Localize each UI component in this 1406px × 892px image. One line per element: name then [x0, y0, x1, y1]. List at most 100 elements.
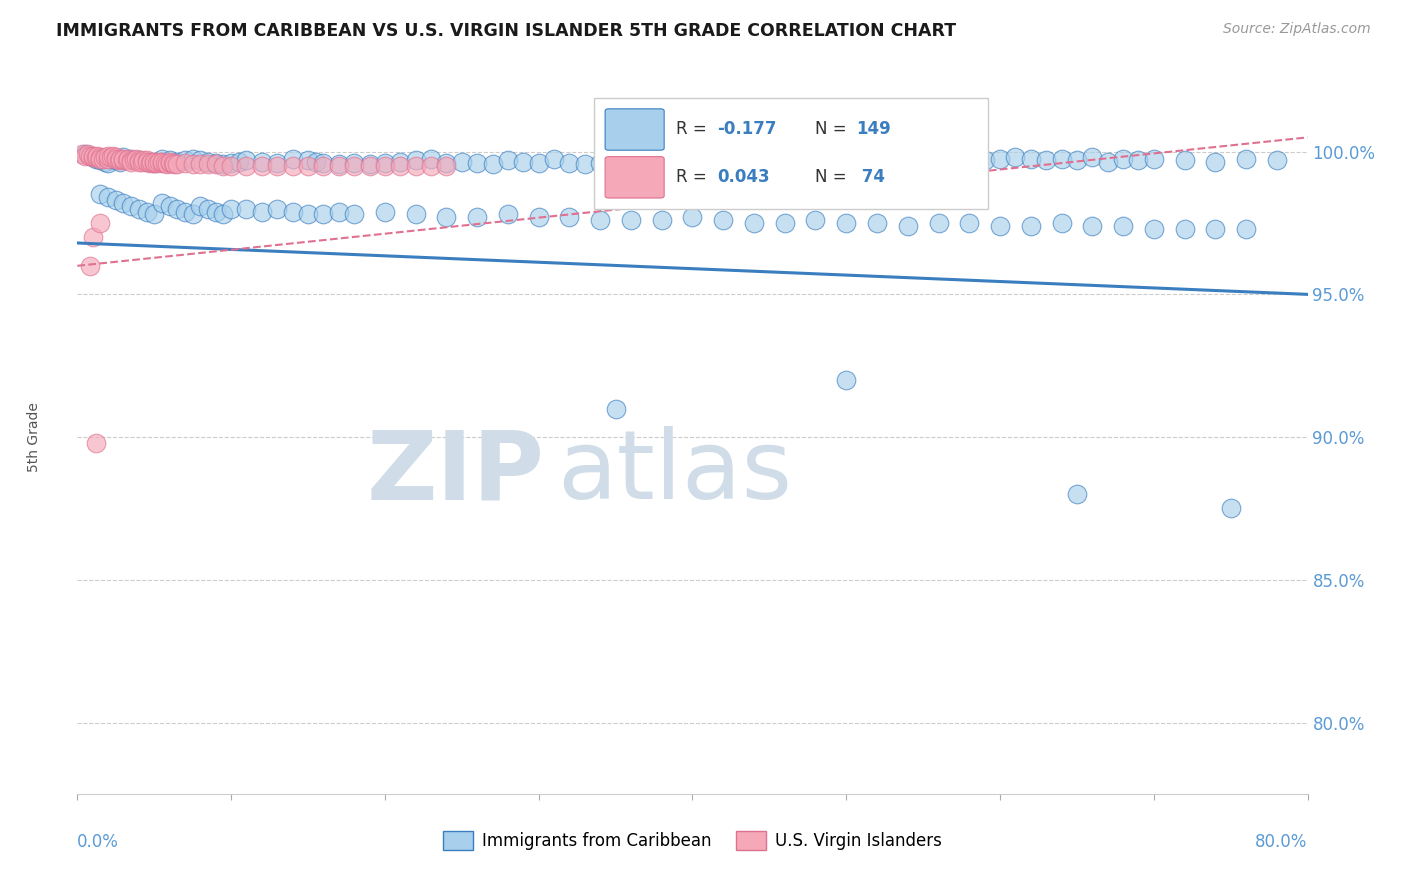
- Point: [112, 152, 135, 166]
- Point: [835, 153, 858, 168]
- Point: [851, 154, 873, 169]
- Point: [174, 153, 197, 168]
- Point: [727, 152, 749, 166]
- Point: [120, 153, 142, 168]
- Point: [128, 202, 150, 216]
- Point: [605, 401, 627, 416]
- Point: [150, 196, 173, 211]
- Point: [928, 216, 950, 230]
- Point: [159, 153, 181, 168]
- Text: R =: R =: [676, 120, 713, 137]
- Point: [112, 196, 135, 211]
- Point: [146, 156, 169, 170]
- Point: [138, 156, 160, 170]
- Point: [405, 153, 427, 168]
- Point: [97, 149, 120, 163]
- Point: [343, 159, 366, 173]
- Point: [758, 154, 780, 169]
- Text: N =: N =: [815, 168, 852, 186]
- Point: [112, 150, 135, 164]
- Point: [742, 156, 765, 170]
- Point: [651, 152, 673, 166]
- Point: [100, 152, 122, 166]
- Point: [197, 157, 219, 171]
- Point: [70, 147, 93, 161]
- Point: [166, 157, 188, 171]
- Point: [420, 152, 443, 166]
- Point: [204, 204, 226, 219]
- Point: [1112, 152, 1135, 166]
- Point: [1097, 154, 1119, 169]
- Point: [957, 154, 980, 169]
- Point: [1143, 221, 1166, 235]
- Point: [101, 149, 124, 163]
- Point: [1050, 152, 1073, 166]
- Point: [696, 156, 718, 170]
- Point: [512, 154, 534, 169]
- Point: [405, 159, 427, 173]
- Point: [212, 207, 235, 221]
- Point: [297, 207, 319, 221]
- Point: [1066, 487, 1088, 501]
- Point: [100, 150, 122, 164]
- Point: [328, 157, 350, 171]
- Point: [181, 207, 204, 221]
- Point: [250, 154, 273, 169]
- Point: [389, 159, 412, 173]
- Point: [912, 152, 935, 166]
- Point: [682, 152, 704, 166]
- Point: [1128, 153, 1150, 168]
- Point: [436, 156, 458, 170]
- Point: [496, 153, 519, 168]
- Point: [420, 159, 443, 173]
- Point: [166, 202, 188, 216]
- Point: [77, 147, 100, 161]
- Point: [1035, 153, 1057, 168]
- Point: [973, 153, 995, 168]
- Point: [866, 152, 889, 166]
- Text: 74: 74: [856, 168, 886, 186]
- Point: [988, 219, 1011, 233]
- Text: 0.043: 0.043: [717, 168, 769, 186]
- Point: [212, 157, 235, 171]
- Point: [125, 152, 148, 166]
- Point: [104, 153, 127, 168]
- Point: [835, 216, 858, 230]
- Point: [204, 157, 226, 171]
- Text: ZIP: ZIP: [367, 426, 546, 519]
- Point: [120, 154, 142, 169]
- Point: [897, 156, 920, 170]
- Point: [250, 204, 273, 219]
- Point: [312, 156, 335, 170]
- Point: [89, 216, 111, 230]
- Point: [159, 199, 181, 213]
- Point: [84, 150, 107, 164]
- Point: [359, 159, 381, 173]
- Point: [162, 156, 184, 170]
- Point: [89, 187, 111, 202]
- Text: Source: ZipAtlas.com: Source: ZipAtlas.com: [1223, 22, 1371, 37]
- Point: [312, 159, 335, 173]
- Point: [281, 159, 304, 173]
- Text: 149: 149: [856, 120, 891, 137]
- Point: [942, 152, 965, 166]
- Point: [128, 153, 150, 168]
- Point: [143, 154, 166, 169]
- Point: [527, 156, 550, 170]
- Point: [589, 156, 612, 170]
- Point: [481, 157, 503, 171]
- Text: 5th Grade: 5th Grade: [27, 402, 41, 472]
- Point: [188, 199, 212, 213]
- Point: [1234, 221, 1257, 235]
- Point: [558, 156, 581, 170]
- Point: [281, 204, 304, 219]
- Point: [1204, 154, 1226, 169]
- Point: [804, 213, 827, 227]
- Point: [150, 154, 173, 169]
- Point: [82, 230, 104, 244]
- Point: [135, 154, 157, 169]
- Point: [197, 202, 219, 216]
- Point: [148, 154, 170, 169]
- Point: [79, 149, 101, 163]
- Point: [742, 216, 765, 230]
